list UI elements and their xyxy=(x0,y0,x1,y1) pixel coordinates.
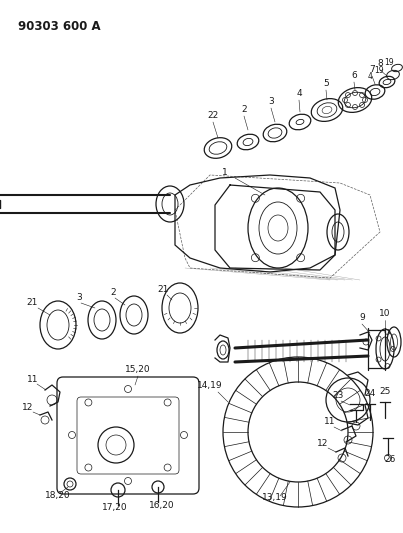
Text: 19: 19 xyxy=(384,58,394,67)
Text: 12: 12 xyxy=(317,439,329,448)
Text: 26: 26 xyxy=(384,455,396,464)
Text: 3: 3 xyxy=(268,97,274,106)
Text: 12: 12 xyxy=(22,403,34,412)
Text: 90303 600 A: 90303 600 A xyxy=(18,20,101,33)
Text: 19: 19 xyxy=(374,66,384,75)
Text: 16,20: 16,20 xyxy=(149,501,175,510)
Text: 23: 23 xyxy=(332,391,344,400)
Text: 8: 8 xyxy=(377,59,383,68)
Text: 11: 11 xyxy=(27,375,39,384)
Text: 11: 11 xyxy=(324,417,336,426)
Text: 18,20: 18,20 xyxy=(45,491,71,500)
Text: 21: 21 xyxy=(26,298,38,307)
Text: 6: 6 xyxy=(351,71,357,80)
Text: 3: 3 xyxy=(76,293,82,302)
Text: 21: 21 xyxy=(157,285,169,294)
Text: 2: 2 xyxy=(241,105,247,114)
Text: 22: 22 xyxy=(208,111,218,120)
Text: 5: 5 xyxy=(323,79,329,88)
Text: 15,20: 15,20 xyxy=(125,365,151,374)
Text: 9: 9 xyxy=(359,313,365,322)
Text: 4: 4 xyxy=(368,72,372,81)
Text: 2: 2 xyxy=(110,288,116,297)
Text: 14,19: 14,19 xyxy=(197,381,223,390)
Text: 13,19: 13,19 xyxy=(262,493,288,502)
Text: 24: 24 xyxy=(364,389,376,398)
Text: 7: 7 xyxy=(369,65,375,74)
Text: 4: 4 xyxy=(296,89,302,98)
Text: 17,20: 17,20 xyxy=(102,503,128,512)
Text: 10: 10 xyxy=(379,309,391,318)
Text: 1: 1 xyxy=(222,168,228,177)
Text: 25: 25 xyxy=(379,387,391,396)
